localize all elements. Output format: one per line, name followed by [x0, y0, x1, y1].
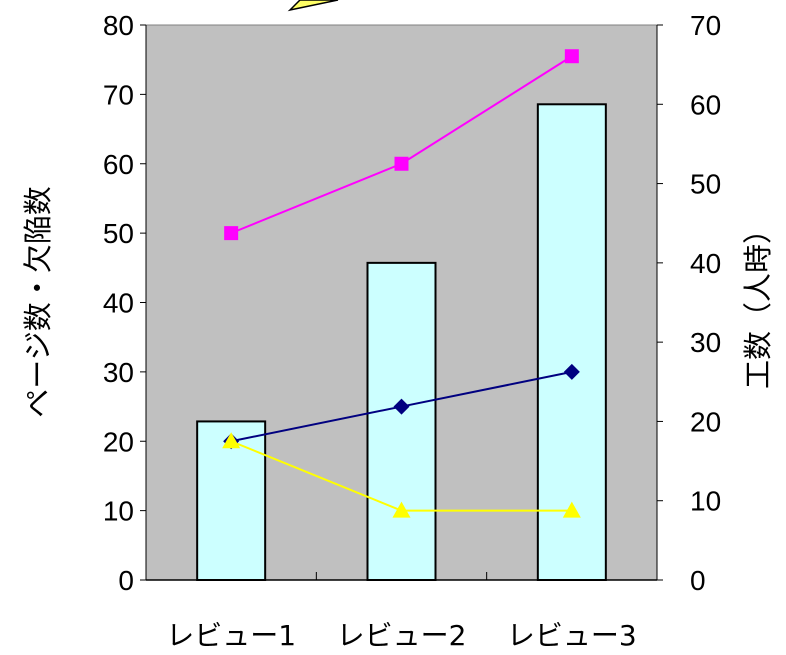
y-left-tick-label: 0 [118, 565, 134, 596]
y-left-tick-label: 80 [103, 10, 134, 41]
y-left-tick-label: 40 [103, 288, 134, 319]
square-marker [224, 226, 239, 241]
triangle-marker [562, 501, 581, 518]
square-marker [394, 156, 409, 171]
square-marker [564, 49, 579, 64]
y-right-tick-label: 40 [690, 248, 721, 279]
y-left-tick-label: 70 [103, 79, 134, 110]
category-label: レビュー1 [166, 619, 296, 652]
bar [366, 261, 437, 581]
y-left-tick-label: 30 [103, 357, 134, 388]
y-right-tick-label: 20 [690, 406, 721, 437]
triangle-marker [392, 501, 411, 518]
y-left-tick-label: 20 [103, 426, 134, 457]
y-right-tick-label: 70 [690, 10, 721, 41]
y-left-tick-label: 10 [103, 496, 134, 527]
diamond-marker [393, 398, 410, 415]
y-right-tick-label: 10 [690, 486, 721, 517]
category-label: レビュー2 [337, 619, 467, 652]
y-right-tick-label: 0 [690, 565, 706, 596]
bar [536, 103, 607, 582]
y-right-tick-label: 30 [690, 327, 721, 358]
y-right-tick-label: 60 [690, 89, 721, 120]
diamond-marker [563, 363, 580, 380]
y-left-axis-title: ページ数・欠陥数 [21, 186, 55, 417]
y-left-tick-label: 60 [103, 149, 134, 180]
y-right-axis-title: 工数（人時） [741, 215, 775, 389]
callout-pointer [287, 0, 339, 12]
y-right-tick-label: 50 [690, 169, 721, 200]
triangle-marker [222, 432, 241, 449]
y-left-tick-label: 50 [103, 218, 134, 249]
category-label: レビュー3 [507, 619, 637, 652]
